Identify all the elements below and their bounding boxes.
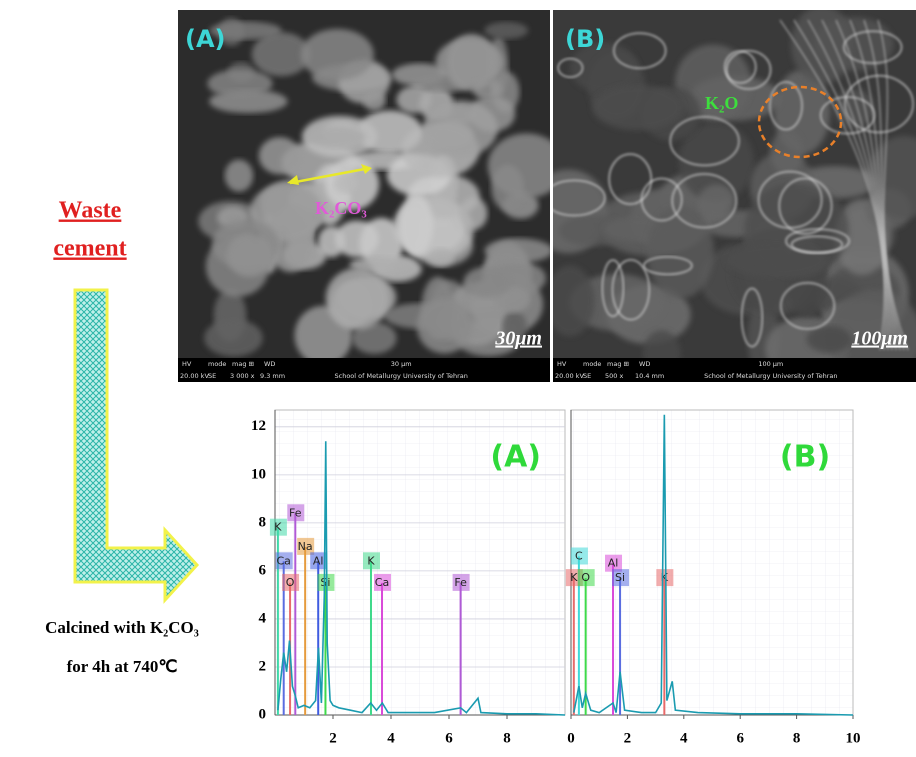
texture: [207, 69, 272, 97]
left-label: cement: [53, 236, 126, 262]
texture: [227, 234, 273, 277]
element-label: K: [367, 554, 375, 567]
info-text: School of Metallurgy University of Tehra…: [335, 372, 468, 380]
x-tick-label: 0: [567, 730, 575, 746]
texture: [484, 22, 528, 39]
texture: [770, 131, 804, 175]
texture: [204, 319, 263, 356]
info-text: mag ⊞: [232, 360, 254, 368]
texture: [318, 226, 345, 257]
info-text: SE: [583, 372, 591, 380]
element-label: Al: [313, 554, 324, 567]
x-tick-label: 6: [445, 730, 453, 746]
annotation: K₂CO₃: [315, 198, 367, 218]
info-text: 3 000 x: [230, 372, 255, 380]
texture: [698, 185, 736, 221]
info-text: HV: [557, 360, 567, 368]
x-tick-label: 8: [503, 730, 511, 746]
texture: [485, 238, 553, 263]
chart-title: (A): [490, 440, 541, 475]
texture: [545, 266, 594, 337]
info-text: mode: [583, 360, 601, 368]
y-tick-label: 2: [259, 658, 267, 674]
element-label: O: [581, 571, 590, 584]
y-tick-label: 6: [259, 562, 267, 578]
texture: [428, 248, 454, 266]
sem-image: [528, 6, 916, 383]
x-tick-label: 4: [387, 730, 395, 746]
y-tick-label: 4: [259, 610, 267, 626]
y-tick-label: 0: [259, 706, 267, 722]
x-tick-label: 2: [329, 730, 337, 746]
annotation: K₂O: [705, 93, 738, 113]
element-label: Fe: [289, 506, 302, 519]
y-tick-label: 10: [251, 466, 266, 482]
info-text: 500 x: [605, 372, 623, 380]
element-label: K: [570, 571, 578, 584]
element-label: Si: [615, 571, 625, 584]
x-tick-label: 6: [736, 730, 744, 746]
scale-label: 100μm: [851, 328, 908, 350]
process-text: Calcined with K₂CO₃: [45, 618, 199, 637]
element-label: Al: [608, 557, 619, 570]
figure: (A)K₂CO₃30μmHVmodemag ⊞WD30 μm20.00 kVSE…: [0, 0, 916, 752]
x-tick-label: 2: [624, 730, 632, 746]
texture: [363, 90, 386, 111]
x-tick-label: 8: [793, 730, 801, 746]
panel-label: (A): [185, 25, 226, 53]
left-label: Waste: [59, 198, 122, 224]
texture: [225, 160, 253, 192]
info-text: 20.00 kV: [180, 372, 209, 380]
texture: [463, 267, 511, 298]
element-label: Ca: [276, 554, 290, 567]
texture: [396, 86, 431, 113]
info-text: SE: [208, 372, 216, 380]
texture: [301, 29, 374, 80]
texture: [460, 197, 488, 230]
texture: [726, 243, 827, 278]
texture: [259, 137, 301, 174]
info-text: 100 μm: [758, 360, 783, 368]
x-tick-label: 4: [680, 730, 688, 746]
texture: [807, 326, 851, 353]
element-label: O: [286, 576, 295, 589]
texture: [473, 78, 502, 100]
texture: [592, 85, 683, 130]
texture: [334, 173, 358, 193]
info-text: WD: [639, 360, 650, 368]
info-text: mode: [208, 360, 226, 368]
info-text: WD: [264, 360, 275, 368]
texture: [423, 101, 497, 157]
panel-label: (B): [565, 25, 605, 53]
scale-label: 30μm: [494, 328, 542, 350]
x-tick-label: 10: [846, 730, 861, 746]
element-label: Na: [298, 540, 313, 553]
info-text: 9.3 mm: [260, 372, 285, 380]
chart-title: (B): [780, 440, 830, 475]
process-text: for 4h at 740℃: [67, 657, 178, 676]
sem-image: [178, 10, 565, 365]
texture: [326, 268, 390, 329]
y-tick-label: 12: [251, 418, 266, 434]
info-text: 30 μm: [391, 360, 412, 368]
info-text: School of Metallurgy University of Tehra…: [704, 372, 837, 380]
element-label: Fe: [454, 576, 467, 589]
info-text: 10.4 mm: [635, 372, 664, 380]
texture: [399, 195, 433, 256]
element-label: Ca: [375, 576, 389, 589]
info-text: 20.00 kV: [555, 372, 584, 380]
texture: [417, 299, 472, 354]
info-text: HV: [182, 360, 192, 368]
element-label: C: [575, 549, 583, 562]
element-label: K: [274, 521, 282, 534]
y-tick-label: 8: [259, 514, 267, 530]
texture: [307, 126, 365, 148]
info-text: mag ⊞: [607, 360, 629, 368]
element-label: Si: [320, 576, 330, 589]
